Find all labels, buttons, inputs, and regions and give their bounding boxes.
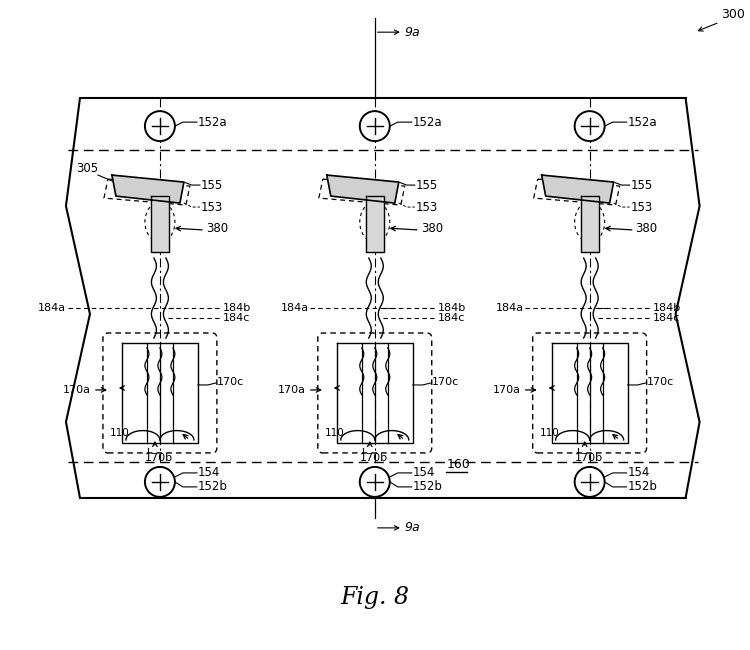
Text: 380: 380 <box>206 222 228 235</box>
Polygon shape <box>112 175 184 203</box>
Text: 184c: 184c <box>652 313 680 323</box>
Text: 152a: 152a <box>198 116 227 129</box>
Text: 300: 300 <box>722 8 746 21</box>
Text: 170b: 170b <box>145 453 173 463</box>
Text: 184c: 184c <box>438 313 465 323</box>
Text: 184c: 184c <box>223 313 251 323</box>
Text: 184a: 184a <box>38 303 66 313</box>
Text: 110: 110 <box>110 428 130 438</box>
Text: 380: 380 <box>421 222 443 235</box>
Text: 160: 160 <box>447 458 470 471</box>
Text: 170a: 170a <box>493 385 520 395</box>
Polygon shape <box>151 196 169 252</box>
Text: 170c: 170c <box>646 377 674 387</box>
Text: 152a: 152a <box>628 116 657 129</box>
Polygon shape <box>366 196 384 252</box>
Text: 155: 155 <box>631 179 653 192</box>
Text: 184a: 184a <box>496 303 524 313</box>
Text: 170b: 170b <box>360 453 388 463</box>
Text: 153: 153 <box>631 201 653 214</box>
Text: 155: 155 <box>201 179 223 192</box>
Text: 184b: 184b <box>438 303 466 313</box>
Circle shape <box>360 111 390 141</box>
Text: 184b: 184b <box>652 303 681 313</box>
Text: 170a: 170a <box>278 385 306 395</box>
Polygon shape <box>327 175 399 203</box>
Text: 380: 380 <box>636 222 658 235</box>
Text: 184a: 184a <box>280 303 309 313</box>
Text: 184b: 184b <box>223 303 251 313</box>
Text: 170a: 170a <box>63 385 91 395</box>
Text: 153: 153 <box>416 201 438 214</box>
Circle shape <box>145 467 175 497</box>
Text: 110: 110 <box>325 428 344 438</box>
Circle shape <box>145 111 175 141</box>
Text: 152b: 152b <box>413 480 442 493</box>
Text: 155: 155 <box>416 179 438 192</box>
Text: Fig. 8: Fig. 8 <box>340 586 410 609</box>
Text: 170b: 170b <box>574 453 603 463</box>
Text: 152b: 152b <box>628 480 658 493</box>
Text: 170c: 170c <box>217 377 244 387</box>
Text: 305: 305 <box>76 162 98 175</box>
Text: 9a: 9a <box>405 25 421 38</box>
Circle shape <box>574 111 604 141</box>
Text: 152b: 152b <box>198 480 228 493</box>
Text: 154: 154 <box>198 467 220 480</box>
Circle shape <box>574 467 604 497</box>
Text: 110: 110 <box>540 428 560 438</box>
Text: 154: 154 <box>628 467 650 480</box>
Text: 152a: 152a <box>413 116 442 129</box>
Circle shape <box>360 467 390 497</box>
Polygon shape <box>580 196 598 252</box>
Text: 154: 154 <box>413 467 435 480</box>
Text: 9a: 9a <box>405 521 421 534</box>
Polygon shape <box>542 175 614 203</box>
Text: 170c: 170c <box>432 377 459 387</box>
Text: 153: 153 <box>201 201 223 214</box>
